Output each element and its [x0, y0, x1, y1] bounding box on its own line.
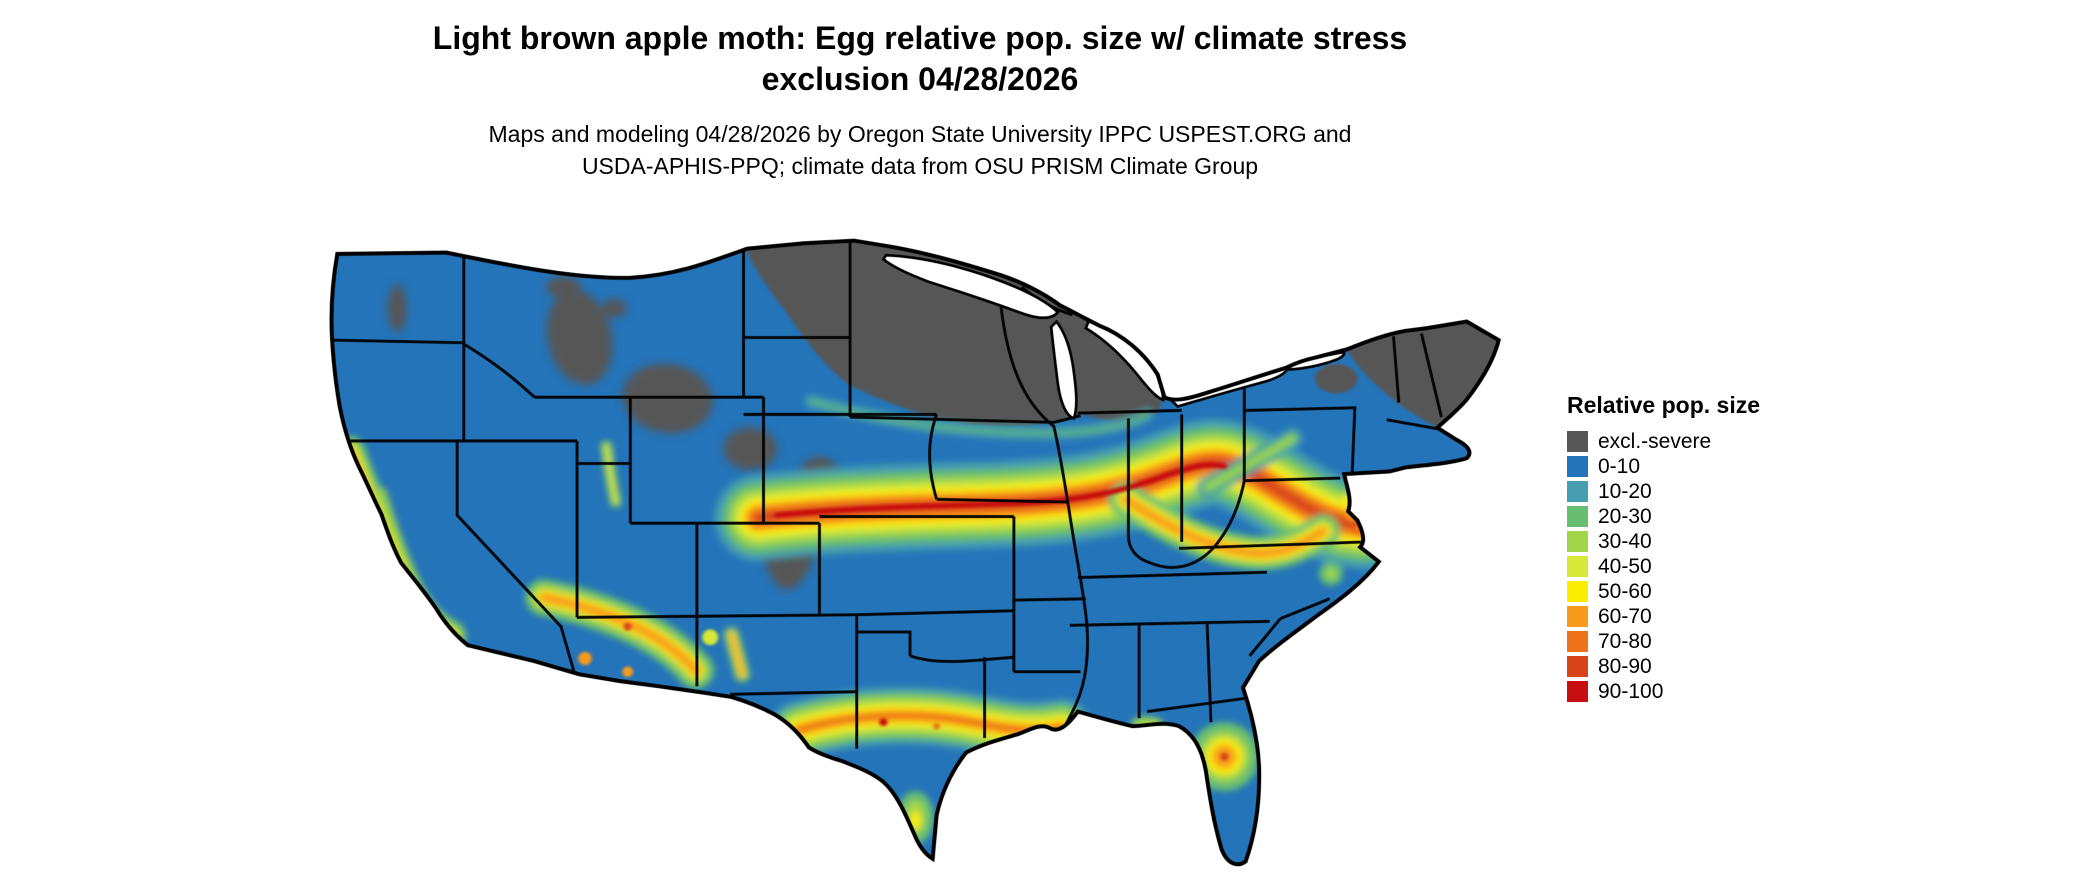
- legend-item-label: 10-20: [1598, 480, 1652, 503]
- legend-item-label: 60-70: [1598, 605, 1652, 628]
- legend-item: 50-60: [1567, 579, 1827, 604]
- border-va-nc: [1178, 540, 1371, 550]
- severe-blob-cascades: [387, 284, 407, 333]
- severe-blob-montana-west: [546, 276, 582, 298]
- arizona-orange-spot2: [622, 666, 633, 678]
- legend: Relative pop. size excl.-severe 0-10 10-20…: [1567, 392, 1827, 704]
- legend-swatch: [1567, 456, 1588, 477]
- legend-item-label: 30-40: [1598, 530, 1652, 553]
- border-vt-nh: [1392, 336, 1401, 403]
- border-ga-fl: [1146, 696, 1246, 713]
- border-mississippi-river: [999, 302, 1089, 733]
- border-ok-panhandle: [856, 630, 912, 656]
- appalachian-band-yellowgreen: [1204, 435, 1295, 491]
- legend-item: excl.-severe: [1567, 429, 1827, 454]
- california-redorange-spot1: [410, 593, 419, 602]
- border-ky-tn: [1077, 570, 1267, 580]
- legend-swatch: [1567, 531, 1588, 552]
- legend-item-label: 0-10: [1598, 455, 1641, 478]
- legend-item-label: 20-30: [1598, 505, 1652, 528]
- legend-item: 20-30: [1567, 504, 1827, 529]
- legend-swatch: [1567, 606, 1588, 627]
- legend-swatch: [1567, 556, 1588, 577]
- map-title-line1: Light brown apple moth: Egg relative pop…: [432, 20, 1408, 56]
- border-ia-mo: [936, 497, 1068, 504]
- border-ohio-river: [1146, 480, 1246, 569]
- border-mn-ia: [850, 415, 1054, 424]
- newmexico-yellow-spot: [702, 629, 719, 646]
- legend-swatch: [1567, 481, 1588, 502]
- legend-swatch: [1567, 681, 1588, 702]
- border-ny-pa: [1245, 406, 1357, 473]
- legend-item-label: 50-60: [1598, 580, 1652, 603]
- border-tn-south: [1069, 619, 1270, 627]
- legend-swatch: [1567, 431, 1588, 452]
- legend-item-label: 40-50: [1598, 555, 1652, 578]
- arizona-orange-spot1: [578, 651, 592, 666]
- legend-item: 0-10: [1567, 454, 1827, 479]
- legend-title: Relative pop. size: [1567, 392, 1761, 418]
- legend-item: 30-40: [1567, 529, 1827, 554]
- arizona-redorange-spot: [623, 622, 632, 631]
- border-wa-or: [331, 338, 464, 345]
- severe-region-adirondacks: [1314, 364, 1358, 394]
- border-red-river: [909, 654, 1015, 663]
- legend-swatch: [1567, 631, 1588, 652]
- border-mi-south: [1077, 408, 1182, 415]
- texas-red-spot: [879, 718, 888, 727]
- florida-redorange-core: [1220, 752, 1229, 761]
- legend-swatch: [1567, 581, 1588, 602]
- map-title-line2: exclusion 04/28/2026: [761, 60, 1079, 97]
- map-subtitle-line1: Maps and modeling 04/28/2026 by Oregon S…: [488, 121, 1352, 147]
- border-nc-sc: [1279, 597, 1331, 621]
- severe-blob-nebraska-panhandle: [723, 427, 777, 471]
- border-ga-sc: [1248, 617, 1282, 657]
- map-subtitle-line2: USDA-APHIS-PPQ; climate data from OSU PR…: [581, 153, 1259, 180]
- border-pa-south: [1244, 476, 1341, 483]
- border-ne-ia-missouri-river: [928, 413, 939, 500]
- legend-item: 60-70: [1567, 604, 1827, 629]
- california-redorange-spot2: [429, 614, 438, 623]
- legend-item: 40-50: [1567, 554, 1827, 579]
- lake-superior: [881, 253, 1060, 320]
- lake-michigan: [1049, 319, 1078, 421]
- legend-item: 10-20: [1567, 479, 1827, 504]
- wasatch-band-yellow: [603, 443, 619, 505]
- texas-deeporange-spot: [933, 722, 940, 730]
- border-tx-nm-south: [730, 690, 857, 696]
- border-ca-nv-az: [455, 440, 576, 674]
- border-id-mt: [463, 342, 536, 399]
- severe-blob-idaho: [546, 290, 613, 385]
- border-mo-ar: [1013, 597, 1086, 602]
- border-il-in: [1126, 418, 1148, 564]
- border-wi-il: [1053, 414, 1081, 424]
- severe-region-new-england: [1346, 321, 1499, 428]
- us-map-svg: [329, 238, 1501, 867]
- legend-item-label: excl.-severe: [1598, 430, 1712, 453]
- legend-swatch: [1567, 506, 1588, 527]
- legend-item-label: 70-80: [1598, 630, 1652, 653]
- border-me-nh: [1420, 333, 1443, 418]
- border-ga-al: [1205, 621, 1213, 723]
- newmexico-band-orange: [729, 632, 745, 677]
- legend-swatch: [1567, 656, 1588, 677]
- legend-item-label: 90-100: [1598, 680, 1664, 703]
- title-block: Light brown apple moth: Egg relative pop…: [320, 18, 1520, 100]
- legend-item-label: 80-90: [1598, 655, 1652, 678]
- carolina-blob-yellowgreen: [1325, 568, 1337, 579]
- legend-item: 90-100: [1567, 679, 1827, 704]
- severe-blob-montana-central: [602, 299, 627, 318]
- legend-items: excl.-severe 0-10 10-20 20-30 30-40 40-50 50-6…: [1567, 429, 1827, 704]
- legend-item: 70-80: [1567, 629, 1827, 654]
- legend-item: 80-90: [1567, 654, 1827, 679]
- severe-blob-north-dakota-border: [763, 245, 911, 265]
- subtitle-block: Maps and modeling 04/28/2026 by Oregon S…: [320, 118, 1520, 182]
- south-texas-blob-yellow: [910, 811, 921, 830]
- us-choropleth-map: [308, 234, 1528, 884]
